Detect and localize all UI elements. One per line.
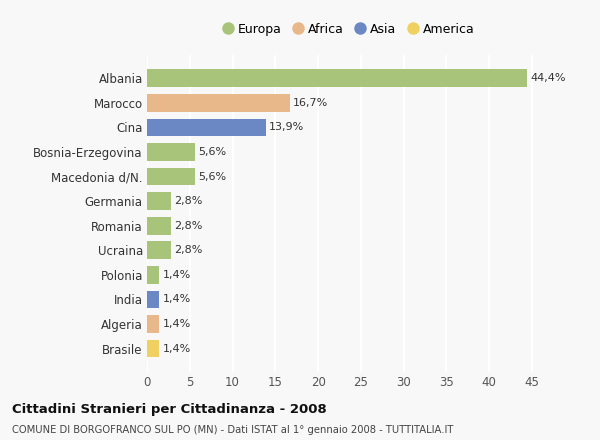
Text: 1,4%: 1,4%	[163, 270, 191, 280]
Bar	[147, 70, 527, 87]
Bar	[147, 168, 195, 185]
Text: 1,4%: 1,4%	[163, 319, 191, 329]
Text: 5,6%: 5,6%	[199, 147, 226, 157]
Text: 5,6%: 5,6%	[199, 172, 226, 182]
Text: 44,4%: 44,4%	[530, 73, 566, 83]
Bar	[147, 192, 171, 210]
Text: COMUNE DI BORGOFRANCO SUL PO (MN) - Dati ISTAT al 1° gennaio 2008 - TUTTITALIA.I: COMUNE DI BORGOFRANCO SUL PO (MN) - Dati…	[12, 425, 454, 435]
Bar	[147, 340, 159, 357]
Bar	[147, 143, 195, 161]
Bar	[147, 266, 159, 284]
Bar	[147, 118, 266, 136]
Bar	[147, 242, 171, 259]
Text: 16,7%: 16,7%	[293, 98, 329, 108]
Text: Cittadini Stranieri per Cittadinanza - 2008: Cittadini Stranieri per Cittadinanza - 2…	[12, 403, 327, 416]
Bar	[147, 315, 159, 333]
Legend: Europa, Africa, Asia, America: Europa, Africa, Asia, America	[221, 23, 475, 36]
Text: 13,9%: 13,9%	[269, 122, 305, 132]
Bar	[147, 217, 171, 235]
Text: 1,4%: 1,4%	[163, 344, 191, 354]
Text: 2,8%: 2,8%	[175, 221, 203, 231]
Bar	[147, 290, 159, 308]
Text: 2,8%: 2,8%	[175, 245, 203, 255]
Text: 2,8%: 2,8%	[175, 196, 203, 206]
Bar	[147, 94, 290, 112]
Text: 1,4%: 1,4%	[163, 294, 191, 304]
